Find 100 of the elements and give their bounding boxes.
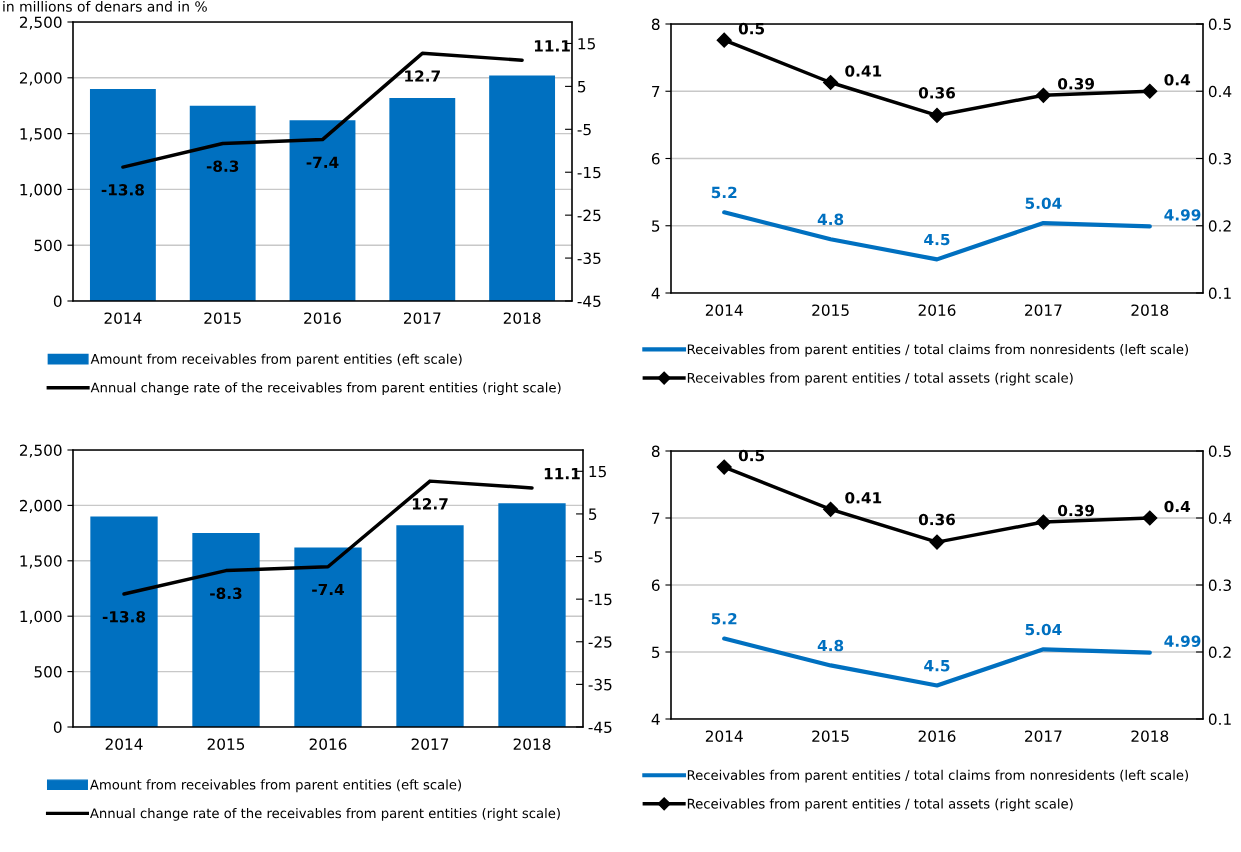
- y-tick-label: 1,000: [20, 183, 62, 197]
- x-tick-label: 2017: [1025, 730, 1062, 742]
- data-label: 4.99: [1164, 635, 1201, 647]
- y2-tick-label: 0.4: [1208, 85, 1232, 98]
- bar: [396, 525, 464, 727]
- data-label: 4.8: [817, 639, 844, 652]
- y2-tick-label: 0.1: [1208, 713, 1231, 726]
- x-tick-label: 2014: [105, 738, 143, 750]
- y-tick-label: 1,500: [20, 555, 62, 569]
- legend-label: Receivables from parent entities / total claims from nonresidents (left scale): [687, 769, 1188, 783]
- point: [1035, 514, 1051, 530]
- y2-tick-label: 0.3: [1208, 152, 1231, 165]
- point: [823, 74, 839, 91]
- point: [1142, 510, 1158, 526]
- point: [1142, 83, 1158, 99]
- y-tick-label: 0: [53, 295, 62, 308]
- data-label: 0.5: [738, 22, 765, 35]
- x-tick-label: 2015: [812, 730, 849, 742]
- data-label: 0.41: [845, 65, 882, 77]
- y2-tick-label: -35: [577, 252, 601, 265]
- y-tick-label: 500: [34, 239, 62, 252]
- x-tick-label: 2018: [1131, 730, 1169, 742]
- y-tick-label: 1,000: [20, 610, 62, 624]
- y2-tick-label: 5: [578, 81, 586, 93]
- bar: [498, 503, 566, 727]
- x-tick-label: 2018: [503, 312, 541, 324]
- data-label: 12.7: [405, 70, 440, 82]
- y2-tick-label: 0.5: [1208, 445, 1231, 458]
- bar: [192, 533, 260, 727]
- legend-label: Amount from receivables from parent entities (eft scale): [90, 779, 461, 793]
- x-tick-label: 2014: [705, 304, 743, 316]
- data-label: 0.4: [1164, 500, 1191, 513]
- x-tick-label: 2016: [918, 730, 956, 742]
- bar: [189, 105, 256, 301]
- y-tick-label: 2,500: [19, 444, 62, 458]
- y-tick-label: 5: [652, 220, 660, 232]
- y-tick-label: 1,500: [20, 128, 62, 142]
- x-tick-label: 2016: [304, 312, 341, 324]
- legend-label: Receivables from parent entities / total assets (right scale): [687, 372, 1073, 386]
- x-tick-label: 2016: [918, 304, 956, 316]
- y-tick-label: 8: [651, 18, 660, 31]
- y2-tick-label: 0.4: [1208, 512, 1232, 525]
- data-label: 11.1: [544, 468, 580, 480]
- y2-tick-label: -45: [588, 721, 612, 734]
- y-tick-label: 0: [53, 721, 62, 734]
- legend-label: Amount from receivables from parent entities (eft scale): [90, 353, 462, 367]
- point: [929, 107, 945, 124]
- data-label: 4.5: [924, 660, 950, 672]
- data-label: 5.04: [1025, 197, 1062, 209]
- legend-label: Receivables from parent entities / total claims from nonresidents (left scale): [687, 344, 1188, 357]
- data-label: 5.2: [711, 186, 737, 199]
- y-tick-label: 6: [651, 152, 660, 165]
- data-label: 0.4: [1164, 73, 1191, 86]
- y-tick-label: 4: [651, 713, 660, 725]
- bar: [489, 75, 556, 301]
- bar: [89, 88, 156, 301]
- data-label: 5.2: [711, 612, 737, 625]
- data-label: 4.8: [817, 213, 844, 226]
- data-label: 4.5: [924, 233, 950, 246]
- y2-tick-label: -5: [588, 551, 602, 563]
- y2-tick-label: -15: [588, 593, 612, 606]
- y2-tick-label: -5: [577, 123, 591, 136]
- data-label: -7.4: [312, 583, 344, 596]
- y2-tick-label: 0.1: [1208, 287, 1231, 300]
- data-label: -8.3: [210, 587, 242, 600]
- x-tick-label: 2018: [513, 738, 551, 750]
- data-label: -7.4: [306, 156, 339, 168]
- line-series: [722, 636, 1152, 688]
- data-label: 0.5: [738, 449, 765, 462]
- point: [716, 32, 732, 48]
- x-tick-label: 2016: [309, 738, 347, 750]
- bar: [294, 547, 362, 727]
- y2-tick-label: -25: [588, 636, 612, 648]
- data-label: 4.99: [1164, 209, 1201, 221]
- data-label: 5.04: [1025, 623, 1062, 636]
- bar: [90, 516, 158, 727]
- point: [1035, 87, 1051, 103]
- x-tick-label: 2017: [403, 312, 441, 324]
- y2-tick-label: -25: [577, 209, 601, 222]
- point: [929, 534, 945, 550]
- y-tick-label: 6: [651, 579, 660, 592]
- y2-tick-label: 15: [578, 38, 595, 50]
- y2-tick-label: 0.5: [1208, 18, 1231, 31]
- data-label: 11.1: [534, 40, 570, 52]
- y-tick-label: 2,000: [19, 499, 62, 513]
- data-label: 0.36: [918, 87, 956, 99]
- y-tick-label: 5: [652, 646, 660, 659]
- x-tick-label: 2017: [411, 738, 449, 750]
- data-label: -13.8: [102, 610, 146, 623]
- x-tick-label: 2017: [1025, 304, 1062, 316]
- data-label: 12.7: [412, 498, 448, 510]
- data-label: 0.41: [845, 492, 882, 504]
- y-tick-label: 8: [651, 445, 660, 458]
- y2-tick-label: 0.3: [1208, 579, 1231, 592]
- legend-label: Annual change rate of the receivables from parent entities (right scale): [90, 382, 561, 396]
- bar: [289, 120, 356, 301]
- data-label: 0.39: [1058, 504, 1095, 517]
- data-label: -8.3: [206, 160, 239, 172]
- y2-tick-label: 0.2: [1208, 646, 1231, 659]
- y2-tick-label: -35: [588, 678, 612, 691]
